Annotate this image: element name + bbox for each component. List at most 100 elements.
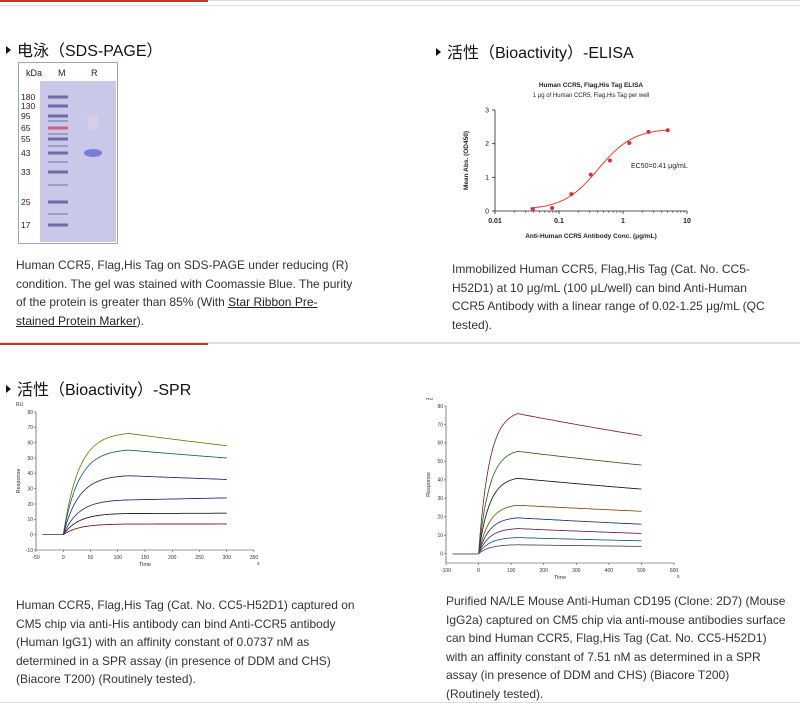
spr-series-line <box>62 497 227 535</box>
spr-ylabel: Response <box>426 472 432 497</box>
accent-line <box>0 343 208 345</box>
elisa-data-point <box>569 192 574 197</box>
spr-fit-line <box>478 517 642 554</box>
spr-ytick-label: -10 <box>26 548 33 554</box>
elisa-chart: Human CCR5, Flag,His Tag ELISA 1 μg of Hu… <box>463 82 691 240</box>
accent-line <box>0 0 208 2</box>
gel-marker-band <box>48 145 68 147</box>
elisa-data-point <box>550 205 555 210</box>
gel-marker-band <box>48 114 68 118</box>
spr-series-line <box>478 477 642 554</box>
spr-ytick-label: 60 <box>27 440 33 446</box>
spr-xtick-label: 200 <box>540 568 549 574</box>
spr-caption-right: Purified NA/LE Mouse Anti-Human CD195 (C… <box>446 594 786 701</box>
spr-xtick-label: 400 <box>605 568 614 574</box>
bottom-panel: 活性（Bioactivity）-SPR RU -10 0 10 20 30 40 50 60 70… <box>0 343 800 703</box>
gel-marker-band <box>48 95 68 99</box>
spr-ytick-label: 80 <box>437 404 443 410</box>
spr-xtick-label: 600 <box>670 568 679 574</box>
elisa-data-point <box>646 129 651 134</box>
gel-marker-label: 130 <box>21 101 35 111</box>
spr-unit-label: RU <box>16 402 24 408</box>
spr-ytick-label: 20 <box>27 502 33 508</box>
gel-marker-band <box>48 213 68 215</box>
elisa-data-point <box>588 172 593 177</box>
spr-fit-line <box>63 449 227 535</box>
spr-series-line <box>478 528 642 554</box>
spr-chart-left: RU -10 0 10 20 30 40 50 60 70 80 -50 0 50 100 150 200 250… <box>16 402 260 568</box>
bullet-triangle-icon <box>6 384 11 393</box>
gel-marker-band <box>48 151 68 155</box>
spr-ytick-label: 0 <box>440 552 443 558</box>
spr-heading-text: 活性（Bioactivity）-SPR <box>17 382 192 399</box>
spr-ytick-label: 10 <box>437 533 443 539</box>
spr-ytick-label: 20 <box>437 515 443 521</box>
spr-fit-line <box>478 537 642 554</box>
marker-link[interactable]: Star Ribbon Pre-stained Protein Marker <box>16 295 318 328</box>
elisa-ytick-label: 1 <box>485 175 489 182</box>
spr-ytick-label: 50 <box>27 456 33 462</box>
spr-fit-line <box>63 475 227 535</box>
elisa-caption: Immobilized Human CCR5, Flag,His Tag (Ca… <box>452 262 765 332</box>
elisa-data-point <box>607 158 612 163</box>
gel-sample-band <box>84 149 102 157</box>
spr-fit-line <box>63 523 227 535</box>
elisa-data-point <box>665 128 670 133</box>
spr-unit-x: s <box>677 574 680 580</box>
elisa-fit-curve <box>529 129 669 209</box>
gel-marker-label: 33 <box>21 167 31 177</box>
spr-ytick-label: 60 <box>437 441 443 447</box>
spr-xtick-label: 350 <box>250 555 259 561</box>
spr-fit-line <box>478 528 642 554</box>
spr-xtick-label: -100 <box>441 568 451 574</box>
spr-unit-x: s <box>257 561 260 567</box>
spr-ytick-label: 40 <box>27 471 33 477</box>
spr-ytick-label: 70 <box>437 422 443 428</box>
spr-xtick-label: 300 <box>572 568 581 574</box>
elisa-heading-text: 活性（Bioactivity）-ELISA <box>447 45 634 62</box>
elisa-ytick-label: 3 <box>485 108 489 115</box>
spr-fit-line <box>63 497 227 535</box>
gel-marker-label: 25 <box>21 197 31 207</box>
gel-marker-band <box>48 170 68 174</box>
elisa-xtick-label: 0.01 <box>488 218 502 225</box>
spr-ytick-label: 10 <box>27 517 33 523</box>
elisa-data-point <box>627 140 632 145</box>
gel-marker-band <box>48 133 68 135</box>
elisa-heading: 活性（Bioactivity）-ELISA <box>436 39 634 63</box>
gel-marker-band <box>48 126 68 130</box>
gel-marker-label: 95 <box>21 111 31 121</box>
spr-xtick-label: 100 <box>507 568 516 574</box>
sds-caption-text: Human CCR5, Flag,His Tag on SDS-PAGE und… <box>16 258 353 309</box>
spr-caption-left: Human CCR5, Flag,His Tag (Cat. No. CC5-H… <box>16 598 355 686</box>
spr-xtick-label: 0 <box>62 555 65 561</box>
elisa-xlabel: Anti-Human CCR5 Antibody Conc. (μg/mL) <box>525 233 657 240</box>
gel-marker-band <box>48 120 68 122</box>
bullet-triangle-icon <box>6 45 11 54</box>
spr-ytick-label: 30 <box>437 496 443 502</box>
spr-xlabel: Time <box>554 575 566 581</box>
spr-xtick-label: 500 <box>637 568 646 574</box>
spr-unit-label: RU <box>426 398 434 402</box>
spr-xtick-label: 50 <box>88 555 94 561</box>
gel-marker-label: 43 <box>21 148 31 158</box>
sds-heading: 电泳（SDS-PAGE） <box>6 37 163 61</box>
elisa-xtick-label: 0.1 <box>554 218 564 225</box>
spr-ytick-label: 40 <box>437 478 443 484</box>
spr-fit-line <box>478 544 642 554</box>
elisa-data-point <box>530 206 535 211</box>
elisa-ytick-label: 2 <box>485 141 489 148</box>
bullet-triangle-icon <box>436 47 441 56</box>
spr-fit-line <box>63 513 227 535</box>
gel-marker-label: 55 <box>21 134 31 144</box>
sds-caption: Human CCR5, Flag,His Tag on SDS-PAGE und… <box>16 256 356 330</box>
spr-ytick-label: 70 <box>27 425 33 431</box>
spr-series-line <box>62 449 227 535</box>
gel-marker-label: 17 <box>21 220 31 230</box>
spr-xtick-label: 300 <box>223 555 232 561</box>
gel-marker-band <box>48 200 68 204</box>
spr-fit-line <box>478 478 642 554</box>
spr-xtick-label: 250 <box>195 555 204 561</box>
gel-marker-band <box>48 161 68 163</box>
